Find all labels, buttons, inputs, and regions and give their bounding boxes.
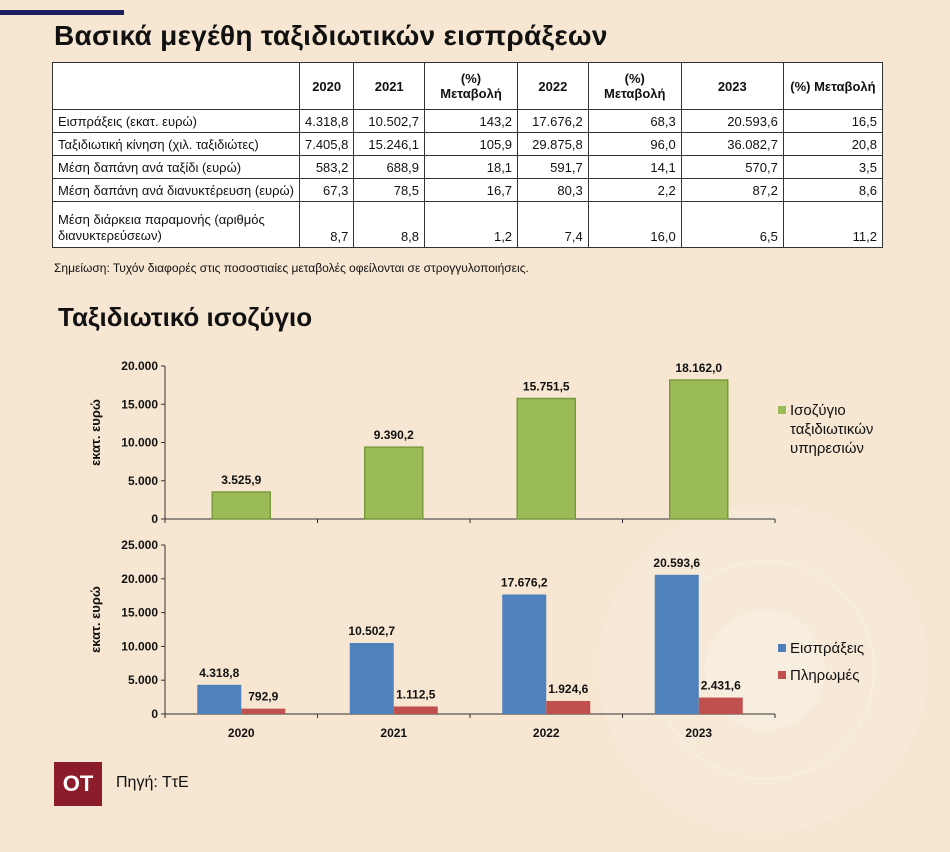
bar-Εισπράξεις <box>502 594 547 714</box>
legend-label: Ισοζύγιο <box>790 402 846 419</box>
bar-Πληρωμές <box>241 708 286 714</box>
bar-Ισοζύγιο ταξιδιωτικών υπηρεσιών <box>211 491 271 520</box>
table-cell: 15.246,1 <box>353 132 426 156</box>
legend-swatch <box>778 406 786 414</box>
data-label: 20.593,6 <box>653 556 700 570</box>
legend-label: Εισπράξεις <box>790 640 864 657</box>
y-tick-label: 25.000 <box>121 538 158 552</box>
y-tick-label: 10.000 <box>121 639 158 653</box>
data-label: 1.112,5 <box>396 687 436 701</box>
table-cell: 16,7 <box>424 178 519 202</box>
table-cell: 583,2 <box>298 155 355 179</box>
top-accent-bar <box>0 10 124 15</box>
data-label: 2.431,6 <box>701 679 741 693</box>
data-label: 4.318,8 <box>199 666 239 680</box>
page-title: Βασικά μεγέθη ταξιδιωτικών εισπράξεων <box>54 20 608 51</box>
data-label: 17.676,2 <box>501 576 548 590</box>
table-cell: 78,5 <box>353 178 426 202</box>
table-header-cell: (%) Μεταβολή <box>782 62 884 110</box>
table-header-cell <box>52 62 300 110</box>
table-header-row: 2020 2021 (%) Μεταβολή 2022 (%) Μεταβολή… <box>52 62 884 110</box>
x-tick-label: 2021 <box>380 726 407 740</box>
legend-swatch <box>778 671 786 679</box>
y-tick-label: 10.000 <box>121 436 158 450</box>
table-row: Μέση δαπάνη ανά ταξίδι (ευρώ) 583,2 688,… <box>52 155 884 179</box>
stats-table: 2020 2021 (%) Μεταβολή 2022 (%) Μεταβολή… <box>52 62 884 248</box>
data-label: 15.751,5 <box>523 380 570 394</box>
legend-label: Πληρωμές <box>790 667 859 684</box>
bar-Ισοζύγιο ταξιδιωτικών υπηρεσιών <box>669 379 729 520</box>
y-tick-label: 20.000 <box>121 359 158 373</box>
y-tick-label: 15.000 <box>121 397 158 411</box>
y-tick-label: 0 <box>151 707 158 721</box>
bar-Πληρωμές <box>393 706 438 714</box>
bar-Πληρωμές <box>546 700 591 714</box>
bar-Εισπράξεις <box>349 643 394 714</box>
table-header-cell: (%) Μεταβολή <box>587 62 682 110</box>
y-tick-label: 5.000 <box>128 474 158 488</box>
legend-label: υπηρεσιών <box>790 440 864 457</box>
table-header-cell: 2022 <box>517 62 589 110</box>
data-label: 3.525,9 <box>221 473 261 487</box>
table-row: Μέση δαπάνη ανά διανυκτέρευση (ευρώ) 67,… <box>52 178 884 202</box>
table-cell: 10.502,7 <box>353 109 426 133</box>
table-cell: 8,7 <box>298 201 355 248</box>
table-row: Μέση διάρκεια παραμονής (αριθμός διανυκτ… <box>52 201 884 248</box>
data-label: 9.390,2 <box>374 428 414 442</box>
y-tick-label: 0 <box>151 512 158 526</box>
table-cell: 8,6 <box>782 178 884 202</box>
row-label: Μέση διάρκεια παραμονής (αριθμός διανυκτ… <box>52 201 300 248</box>
data-label: 792,9 <box>248 690 278 704</box>
y-axis-label: εκατ. ευρώ <box>88 399 103 466</box>
row-label: Μέση δαπάνη ανά ταξίδι (ευρώ) <box>52 155 300 179</box>
legend-swatch <box>778 644 786 652</box>
table-cell: 1,2 <box>424 201 519 248</box>
x-tick-label: 2023 <box>685 726 712 740</box>
legend-label: ταξιδιωτικών <box>790 421 873 438</box>
table-row: Ταξιδιωτική κίνηση (χιλ. ταξιδιώτες) 7.4… <box>52 132 884 156</box>
table-cell: 8,8 <box>353 201 426 248</box>
data-label: 18.162,0 <box>675 361 722 375</box>
x-tick-label: 2022 <box>533 726 560 740</box>
table-cell: 7,4 <box>517 201 589 248</box>
table-cell: 105,9 <box>424 132 519 156</box>
source-text: Πηγή: ΤτΕ <box>116 774 189 791</box>
y-tick-label: 5.000 <box>128 673 158 687</box>
table-cell: 2,2 <box>587 178 682 202</box>
table-cell: 6,5 <box>680 201 784 248</box>
table-cell: 29.875,8 <box>517 132 589 156</box>
bar-Πληρωμές <box>698 697 743 714</box>
brand-logo: OT <box>54 762 102 806</box>
y-tick-label: 20.000 <box>121 572 158 586</box>
x-tick-label: 2020 <box>228 726 255 740</box>
table-note: Σημείωση: Τυχόν διαφορές στις ποσοστιαίε… <box>54 261 529 275</box>
bar-Ισοζύγιο ταξιδιωτικών υπηρεσιών <box>364 446 424 520</box>
table-cell: 7.405,8 <box>298 132 355 156</box>
table-cell: 688,9 <box>353 155 426 179</box>
data-label: 10.502,7 <box>348 624 395 638</box>
bar-Εισπράξεις <box>197 684 242 714</box>
y-tick-label: 15.000 <box>121 606 158 620</box>
data-label: 1.924,6 <box>548 682 588 696</box>
table-cell: 11,2 <box>782 201 884 248</box>
table-header-cell: (%) Μεταβολή <box>424 62 519 110</box>
table-row: Εισπράξεις (εκατ. ευρώ) 4.318,8 10.502,7… <box>52 109 884 133</box>
section-title: Ταξιδιωτικό ισοζύγιο <box>58 302 313 332</box>
y-axis-label: εκατ. ευρώ <box>88 586 103 653</box>
table-cell: 68,3 <box>587 109 682 133</box>
bar-Εισπράξεις <box>654 574 699 714</box>
table-cell: 80,3 <box>517 178 589 202</box>
table-cell: 18,1 <box>424 155 519 179</box>
bar-Ισοζύγιο ταξιδιωτικών υπηρεσιών <box>516 397 576 520</box>
table-header-cell: 2020 <box>298 62 355 110</box>
row-label: Μέση δαπάνη ανά διανυκτέρευση (ευρώ) <box>52 178 300 202</box>
